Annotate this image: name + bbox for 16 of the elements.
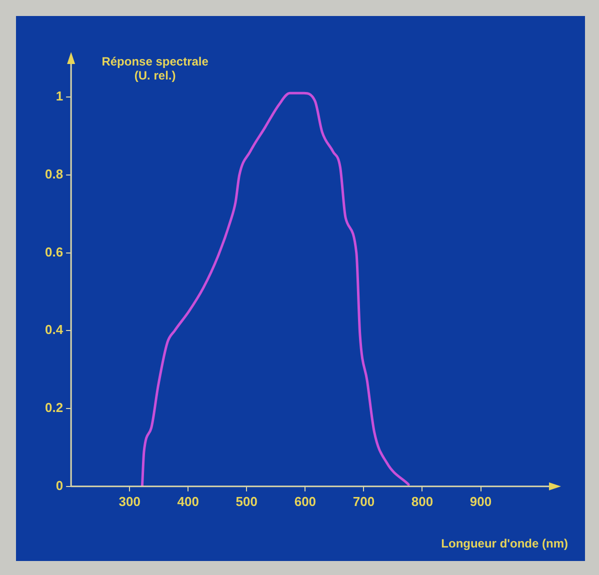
x-tick-label: 500 [236, 494, 258, 509]
line-series [140, 92, 410, 486]
y-tick-label: 0.6 [44, 244, 64, 260]
x-tick-label: 600 [294, 494, 316, 509]
x-tick-label: 300 [118, 494, 140, 509]
x-axis-title: Longueur d'onde (nm) [441, 536, 568, 551]
y-tick-label: 1 [56, 88, 64, 104]
y-tick-label: 0.8 [44, 166, 64, 182]
y-tick-label: 0.2 [44, 400, 64, 416]
x-tick-label: 400 [177, 494, 199, 509]
x-tick-label: 900 [470, 494, 492, 509]
x-tick-label: 700 [352, 494, 375, 509]
y-tick-label: 0 [56, 478, 64, 493]
y-tick-label: 0.4 [44, 322, 64, 338]
y-axis-title: Réponse spectrale (U. rel.) [102, 54, 209, 82]
x-tick-label: 800 [411, 494, 434, 509]
